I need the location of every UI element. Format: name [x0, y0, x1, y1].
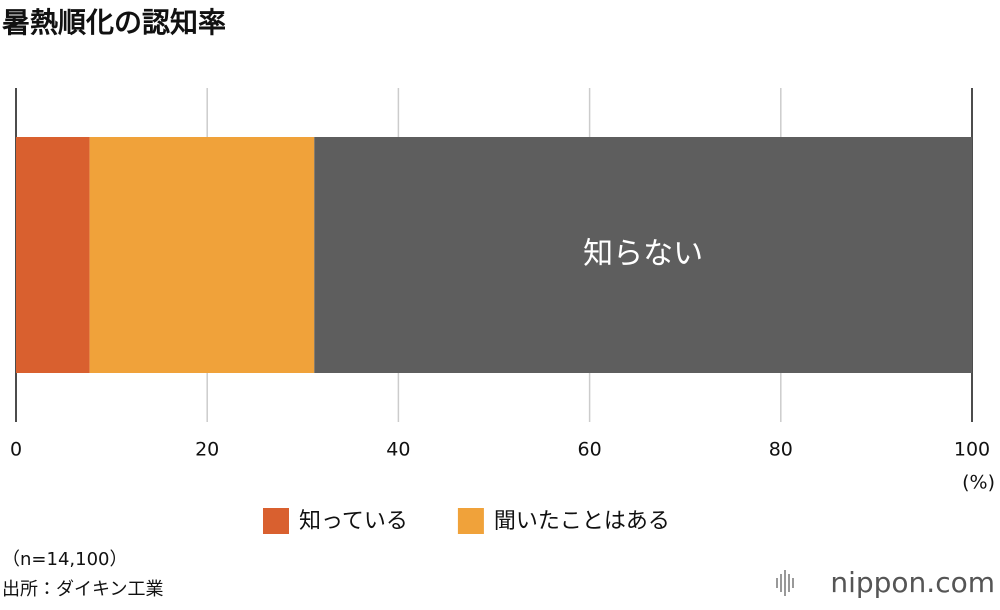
legend-label: 聞いたことはある: [494, 509, 670, 534]
chart-title: 暑熱順化の認知率: [2, 6, 226, 39]
x-tick-label: 0: [10, 439, 22, 461]
x-tick-label: 20: [195, 439, 219, 461]
legend-swatch: [263, 508, 289, 534]
x-unit: (%): [962, 472, 995, 494]
segment-label: 知らない: [583, 237, 703, 272]
legend-swatch: [457, 508, 484, 534]
x-tick-label: 80: [769, 439, 793, 461]
x-tick-label: 40: [386, 439, 410, 461]
x-tick-label: 100: [954, 439, 990, 461]
note: （n=14,100）: [2, 549, 127, 570]
bar-segment: [314, 137, 973, 373]
legend-label: 知っている: [299, 509, 408, 534]
bar-segment: [89, 137, 315, 373]
logo-mark: [776, 570, 794, 596]
source: 出所：ダイキン工業: [2, 579, 163, 600]
logo: nippon.com: [830, 566, 995, 599]
bar-segment: [16, 137, 90, 373]
x-tick-label: 60: [578, 439, 602, 461]
